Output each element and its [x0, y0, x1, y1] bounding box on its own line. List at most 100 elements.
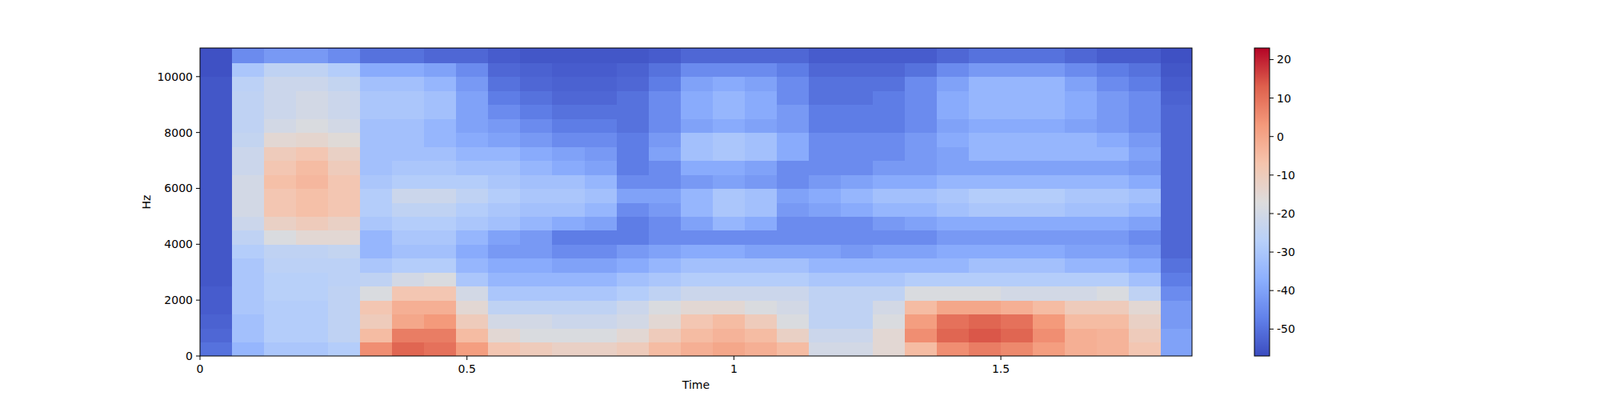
cell	[744, 118, 778, 133]
cell	[488, 286, 521, 301]
cell	[1160, 188, 1192, 203]
cell	[584, 202, 618, 217]
cell	[936, 132, 970, 148]
cell	[552, 258, 585, 273]
cell	[840, 230, 874, 245]
cell	[1096, 314, 1130, 329]
cell	[1000, 146, 1034, 161]
cell	[264, 90, 297, 105]
cell	[616, 160, 650, 176]
cell	[488, 76, 521, 92]
cell	[1096, 230, 1130, 245]
cell	[1160, 118, 1192, 133]
cell	[712, 132, 746, 148]
cell	[424, 216, 457, 231]
cell	[584, 342, 618, 356]
cell	[1128, 90, 1162, 105]
cell	[232, 174, 265, 189]
cell	[1160, 62, 1192, 77]
cell	[200, 104, 233, 120]
cell	[328, 76, 361, 92]
cell	[200, 90, 233, 105]
cell	[264, 202, 297, 217]
cell	[648, 230, 682, 245]
cell	[776, 48, 810, 64]
cell	[232, 342, 265, 356]
cell	[296, 342, 329, 356]
cell	[1128, 202, 1162, 217]
cell	[360, 286, 393, 301]
cell	[456, 230, 489, 245]
cell	[552, 48, 585, 64]
cell	[904, 90, 938, 105]
cell	[680, 62, 714, 77]
cell	[232, 258, 265, 273]
cell	[1000, 132, 1034, 148]
cell	[200, 118, 233, 133]
cell	[584, 118, 618, 133]
cell	[488, 300, 521, 315]
cell	[424, 62, 457, 77]
cell	[1032, 328, 1066, 343]
cell	[776, 342, 810, 356]
cell	[328, 314, 361, 329]
cell	[808, 62, 842, 77]
cell	[200, 286, 233, 301]
cell	[712, 174, 746, 189]
cell	[200, 314, 233, 329]
cell	[936, 314, 970, 329]
cell	[680, 104, 714, 120]
cell	[296, 230, 329, 245]
cell	[840, 314, 874, 329]
cell	[1160, 216, 1192, 231]
cell	[328, 300, 361, 315]
cell	[360, 104, 393, 120]
cell	[1000, 216, 1034, 231]
cell	[712, 62, 746, 77]
cell	[744, 104, 778, 120]
cell	[936, 160, 970, 176]
cells	[200, 48, 1192, 356]
cell	[264, 300, 297, 315]
cell	[712, 90, 746, 105]
cell	[840, 174, 874, 189]
cell	[968, 62, 1002, 77]
cell	[360, 146, 393, 161]
cell	[1000, 342, 1034, 356]
cell	[392, 104, 425, 120]
cell	[712, 146, 746, 161]
cell	[424, 202, 457, 217]
cell	[360, 160, 393, 176]
cell	[808, 132, 842, 148]
cell	[840, 62, 874, 77]
cell	[328, 188, 361, 203]
colorbar-tick	[1269, 59, 1274, 60]
cell	[712, 230, 746, 245]
cell	[680, 258, 714, 273]
cell	[904, 216, 938, 231]
cell	[872, 328, 906, 343]
cell	[616, 258, 650, 273]
cell	[936, 216, 970, 231]
cell	[392, 272, 425, 287]
cell	[392, 286, 425, 301]
cell	[1000, 160, 1034, 176]
cell	[680, 328, 714, 343]
cell	[1000, 104, 1034, 120]
cell	[872, 244, 906, 259]
cell	[264, 62, 297, 77]
cell	[264, 216, 297, 231]
cell	[968, 286, 1002, 301]
cell	[520, 104, 553, 120]
cell	[648, 118, 682, 133]
cell	[616, 314, 650, 329]
cell	[552, 272, 585, 287]
cell	[744, 174, 778, 189]
cell	[776, 132, 810, 148]
cell	[488, 188, 521, 203]
cell	[1032, 202, 1066, 217]
cell	[744, 160, 778, 176]
cell	[1000, 188, 1034, 203]
cell	[872, 202, 906, 217]
cell	[936, 300, 970, 315]
